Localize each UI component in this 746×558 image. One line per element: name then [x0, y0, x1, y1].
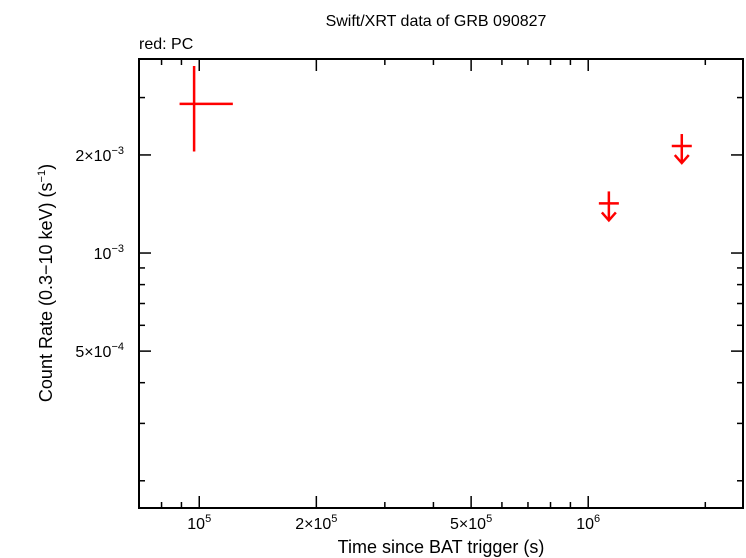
y-tick-label-mantissa: 10	[94, 246, 112, 263]
y-tick-label-exp: −3	[111, 243, 124, 255]
plot-frame	[138, 58, 744, 509]
data-marks	[179, 65, 692, 223]
y-axis-label-end: )	[36, 164, 56, 170]
upper-limit-arrow	[671, 134, 692, 165]
y-tick-label-exp: −3	[111, 145, 124, 157]
x-tick-label-mantissa: 2×10	[295, 516, 331, 533]
x-tick-label: 5×105	[450, 513, 492, 533]
axis-ticks	[138, 59, 743, 508]
x-tick-label-exp: 6	[594, 513, 600, 525]
x-tick-label-exp: 5	[205, 513, 211, 525]
y-tick-label-exp: −4	[111, 341, 124, 353]
x-tick-label-mantissa: 10	[187, 516, 205, 533]
x-tick-label-exp: 5	[486, 513, 492, 525]
y-axis-label-main: Count Rate (0.3−10 keV) (s	[36, 182, 56, 402]
y-tick-labels: 5×10−410−32×10−3	[75, 145, 124, 361]
y-tick-label: 10−3	[94, 243, 124, 263]
upper-limit-arrow	[598, 191, 619, 223]
y-tick-label-mantissa: 5×10	[75, 344, 111, 361]
upper-limit-head	[600, 211, 617, 223]
x-tick-label-mantissa: 5×10	[450, 516, 486, 533]
y-tick-label-mantissa: 2×10	[75, 148, 111, 165]
chart-subtitle: red: PC	[139, 36, 193, 53]
y-axis-label-exp: −1	[36, 170, 48, 183]
x-tick-label: 2×105	[295, 513, 337, 533]
y-tick-label: 5×10−4	[75, 341, 124, 361]
x-tick-label: 105	[187, 513, 211, 533]
chart-title: Swift/XRT data of GRB 090827	[326, 13, 547, 30]
y-tick-label: 2×10−3	[75, 145, 124, 165]
x-tick-label-mantissa: 10	[576, 516, 594, 533]
upper-limit-head	[673, 154, 690, 165]
x-tick-labels: 105 2×105 5×105 106	[187, 513, 600, 533]
x-tick-label: 106	[576, 513, 600, 533]
x-tick-label-exp: 5	[331, 513, 337, 525]
y-axis-label: Count Rate (0.3−10 keV) (s−1)	[36, 164, 56, 402]
x-axis-label: Time since BAT trigger (s)	[338, 537, 545, 557]
